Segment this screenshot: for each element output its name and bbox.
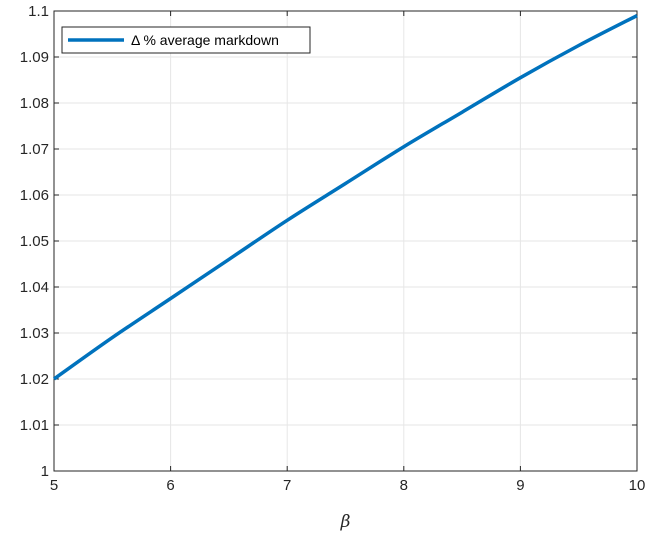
y-tick-label: 1	[41, 463, 49, 480]
x-tick-label: 5	[50, 477, 58, 494]
series-layer	[52, 14, 638, 381]
y-tick-label: 1.07	[20, 141, 49, 158]
y-tick-label: 1.03	[20, 325, 49, 342]
x-tick-label: 10	[629, 477, 646, 494]
series-line	[52, 14, 638, 381]
axis-ticks: 5 6 7 8 9 10 1 1.01 1.02 1.03 1.04 1.05 1.06 1.07 1.08…	[20, 3, 646, 494]
x-tick-label: 6	[166, 477, 174, 494]
y-tick-label: 1.06	[20, 187, 49, 204]
y-tick-label: 1.1	[28, 3, 49, 20]
grid	[53, 10, 638, 472]
y-tick-label: 1.01	[20, 417, 49, 434]
y-tick-label: 1.09	[20, 49, 49, 66]
y-tick-label: 1.04	[20, 279, 49, 296]
y-tick-label: 1.05	[20, 233, 49, 250]
x-tick-label: 9	[516, 477, 524, 494]
y-tick-label: 1.08	[20, 95, 49, 112]
x-tick-label: 8	[400, 477, 408, 494]
x-axis-label: β	[340, 512, 351, 532]
legend-label: Δ % average markdown	[131, 32, 279, 48]
x-tick-label: 7	[283, 477, 291, 494]
y-tick-label: 1.02	[20, 371, 49, 388]
legend: Δ % average markdown	[61, 26, 311, 54]
